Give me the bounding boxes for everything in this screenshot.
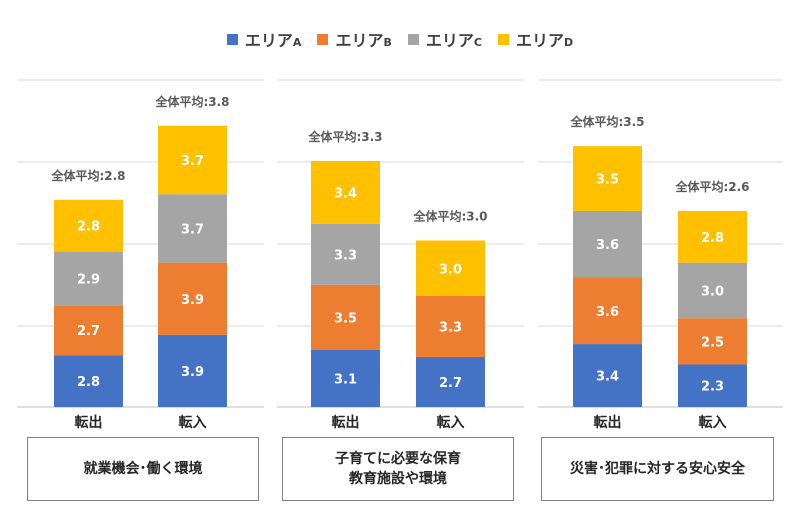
data-label: 3.5 xyxy=(334,311,357,326)
data-label: 2.7 xyxy=(439,376,462,391)
total-average-label: 全体平均:3.0 xyxy=(412,209,487,224)
legend-swatch xyxy=(497,33,509,45)
legend-label: エリアA xyxy=(244,31,302,50)
legend-label: エリアB xyxy=(335,31,392,50)
data-label: 3.1 xyxy=(334,372,357,387)
panel-caption: 災害･犯罪に対する安心安全 xyxy=(541,437,774,501)
bar-segment xyxy=(311,349,380,407)
data-label: 3.3 xyxy=(334,248,357,263)
panel-caption: 子育てに必要な保育 教育施設や環境 xyxy=(282,437,514,501)
bar-segment xyxy=(158,262,227,335)
data-label: 2.8 xyxy=(77,220,100,235)
data-label: 3.4 xyxy=(334,186,357,201)
total-average-label: 全体平均:3.8 xyxy=(154,94,229,109)
bar-segment xyxy=(311,223,380,285)
data-label: 3.5 xyxy=(596,173,619,188)
category-label: 転入 xyxy=(179,414,207,431)
bar-segment xyxy=(54,199,123,252)
data-label: 3.4 xyxy=(596,370,619,385)
legend-swatch xyxy=(226,33,238,45)
data-label: 3.0 xyxy=(701,284,724,299)
legend-label: エリアC xyxy=(425,31,482,50)
bar-segment xyxy=(54,305,123,356)
total-average-label: 全体平均:2.8 xyxy=(50,168,125,183)
bar-segment xyxy=(416,296,485,358)
bar-segment xyxy=(573,277,642,345)
legend-swatch xyxy=(317,33,329,45)
bar-segment xyxy=(573,344,642,407)
data-label: 3.9 xyxy=(181,293,204,308)
total-average-label: 全体平均:3.3 xyxy=(307,129,382,144)
bar-segment xyxy=(54,251,123,306)
bar-segment xyxy=(158,334,227,407)
panel-caption: 就業機会･働く環境 xyxy=(27,437,259,501)
data-label: 2.7 xyxy=(77,324,100,339)
legend-item: エリアB xyxy=(317,27,392,51)
bar-segment xyxy=(678,210,747,263)
bar-segment xyxy=(573,146,642,211)
category-label: 転入 xyxy=(437,414,465,431)
total-average-label: 全体平均:2.6 xyxy=(674,179,749,194)
data-label: 3.6 xyxy=(596,305,619,320)
data-label: 2.8 xyxy=(77,375,100,390)
data-label: 3.9 xyxy=(181,365,204,380)
data-label: 3.0 xyxy=(439,262,462,277)
category-label: 転出 xyxy=(594,414,622,431)
chart-legend: エリアA エリアB エリアC エリアD xyxy=(0,27,800,51)
data-label: 3.7 xyxy=(181,222,204,237)
total-average-label: 全体平均:3.5 xyxy=(569,114,644,129)
legend-item: エリアA xyxy=(226,27,302,51)
legend-swatch xyxy=(407,33,419,45)
bar-segment xyxy=(416,240,485,296)
data-label: 2.3 xyxy=(701,380,724,395)
bar-segment xyxy=(678,318,747,365)
bar-segment xyxy=(158,194,227,263)
legend-item: エリアD xyxy=(497,27,574,51)
data-label: 3.7 xyxy=(181,154,204,169)
category-label: 転入 xyxy=(699,414,727,431)
bar-segment xyxy=(311,160,380,224)
data-label: 3.6 xyxy=(596,238,619,253)
data-label: 2.8 xyxy=(701,231,724,246)
category-label: 転出 xyxy=(332,414,360,431)
data-label: 3.3 xyxy=(439,321,462,336)
legend-item: エリアC xyxy=(407,27,482,51)
bar-segment xyxy=(158,125,227,195)
category-label: 転出 xyxy=(75,414,103,431)
legend-label: エリアD xyxy=(515,31,574,50)
bar-segment xyxy=(573,210,642,278)
data-label: 2.9 xyxy=(77,272,100,287)
data-label: 2.5 xyxy=(701,335,724,350)
bar-segment xyxy=(678,364,747,407)
bar-segment xyxy=(54,355,123,407)
bar-segment xyxy=(311,284,380,350)
bar-segment xyxy=(678,262,747,319)
bar-segment xyxy=(416,357,485,407)
